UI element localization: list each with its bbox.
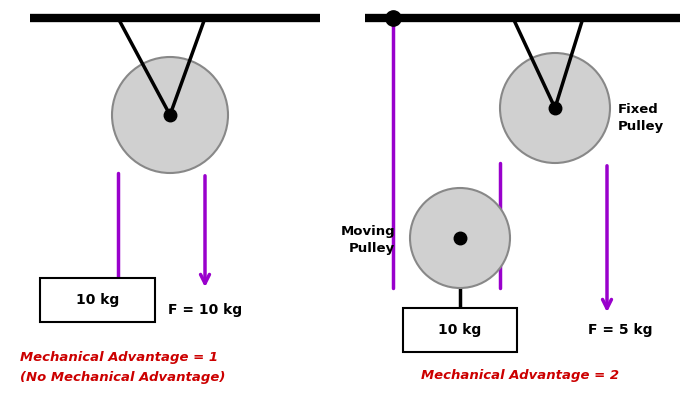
Circle shape [112,57,228,173]
Text: Fixed
Pulley: Fixed Pulley [618,103,664,133]
Circle shape [500,53,610,163]
Text: F = 10 kg: F = 10 kg [168,303,242,317]
Circle shape [410,188,510,288]
FancyBboxPatch shape [403,308,517,352]
Text: F = 5 kg: F = 5 kg [588,323,652,337]
Text: 10 kg: 10 kg [76,293,119,307]
Text: (No Mechanical Advantage): (No Mechanical Advantage) [20,371,225,384]
Text: Moving
Pulley: Moving Pulley [340,225,395,255]
Text: 10 kg: 10 kg [438,323,482,337]
Text: Mechanical Advantage = 1: Mechanical Advantage = 1 [20,351,218,365]
FancyBboxPatch shape [40,278,155,322]
Text: Mechanical Advantage = 2: Mechanical Advantage = 2 [421,369,619,382]
